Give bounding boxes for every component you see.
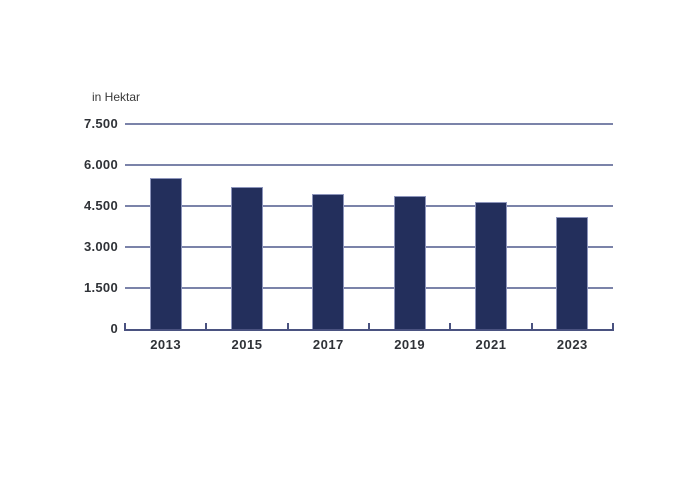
y-axis-tick-label: 4.500 xyxy=(83,198,118,213)
x-axis-tick-label: 2021 xyxy=(475,337,507,352)
y-axis-tick-label: 7.500 xyxy=(83,116,118,131)
x-axis-tick xyxy=(205,323,208,329)
x-axis-tick xyxy=(449,323,452,329)
y-axis-tick-label: 1.500 xyxy=(83,280,118,295)
x-axis-tick-label: 2013 xyxy=(150,337,182,352)
x-axis-tick xyxy=(530,323,533,329)
x-axis-tick xyxy=(368,323,370,329)
y-axis-tick-label: 6.000 xyxy=(83,157,118,172)
bar xyxy=(312,194,345,329)
bar xyxy=(475,201,507,329)
y-axis-unit-label: in Hektar xyxy=(92,90,141,104)
gridline xyxy=(125,246,613,248)
gridline xyxy=(125,164,613,166)
gridline xyxy=(125,205,613,207)
x-axis-tick xyxy=(124,323,126,329)
gridline xyxy=(125,287,613,289)
x-axis-line xyxy=(124,329,614,331)
y-axis-tick-label: 0 xyxy=(110,321,118,336)
bar xyxy=(556,217,589,329)
x-axis-tick xyxy=(286,323,289,329)
x-axis-tick-label: 2015 xyxy=(231,337,263,352)
bar xyxy=(231,187,263,329)
x-axis-tick-label: 2023 xyxy=(556,337,588,352)
bar xyxy=(393,196,426,329)
x-axis-tick xyxy=(612,323,614,329)
y-axis-tick-label: 3.000 xyxy=(83,239,118,254)
x-axis-tick-label: 2017 xyxy=(312,337,344,352)
gridline xyxy=(125,123,613,125)
x-axis-tick-label: 2019 xyxy=(394,337,426,352)
bar xyxy=(149,178,182,329)
